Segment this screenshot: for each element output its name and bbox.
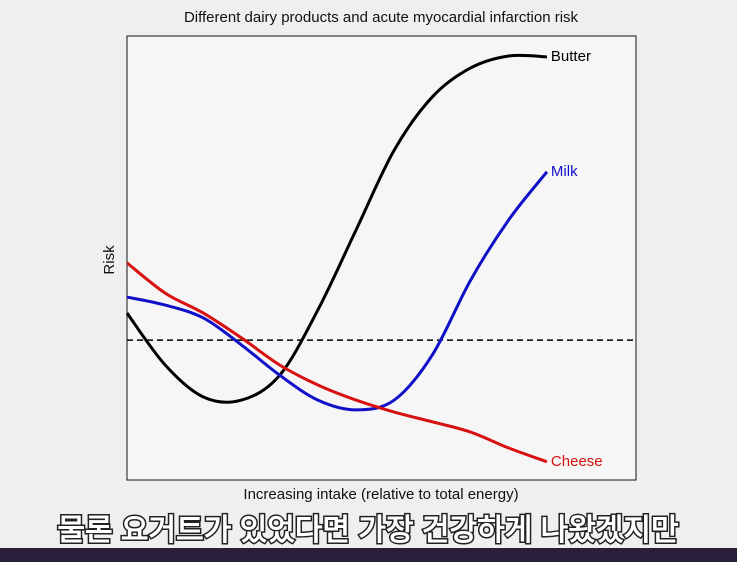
plot-area [126, 35, 637, 481]
line [126, 170, 549, 412]
y-axis-label: Risk [101, 245, 118, 275]
bottom-band [0, 548, 737, 562]
chart-title: Different dairy products and acute myoca… [184, 9, 579, 26]
line [126, 261, 548, 464]
series-label: Cheese [551, 453, 603, 470]
series-label: Milk [551, 163, 578, 180]
series-label: Butter [551, 48, 591, 65]
plot: Butter Milk Cheese [125, 48, 636, 470]
x-axis-label: Increasing intake (relative to total ene… [243, 486, 518, 503]
line [125, 53, 547, 404]
caption: 물론 요거트가 있었다면 가장 건강하게 나왔겠지만 [57, 514, 679, 547]
